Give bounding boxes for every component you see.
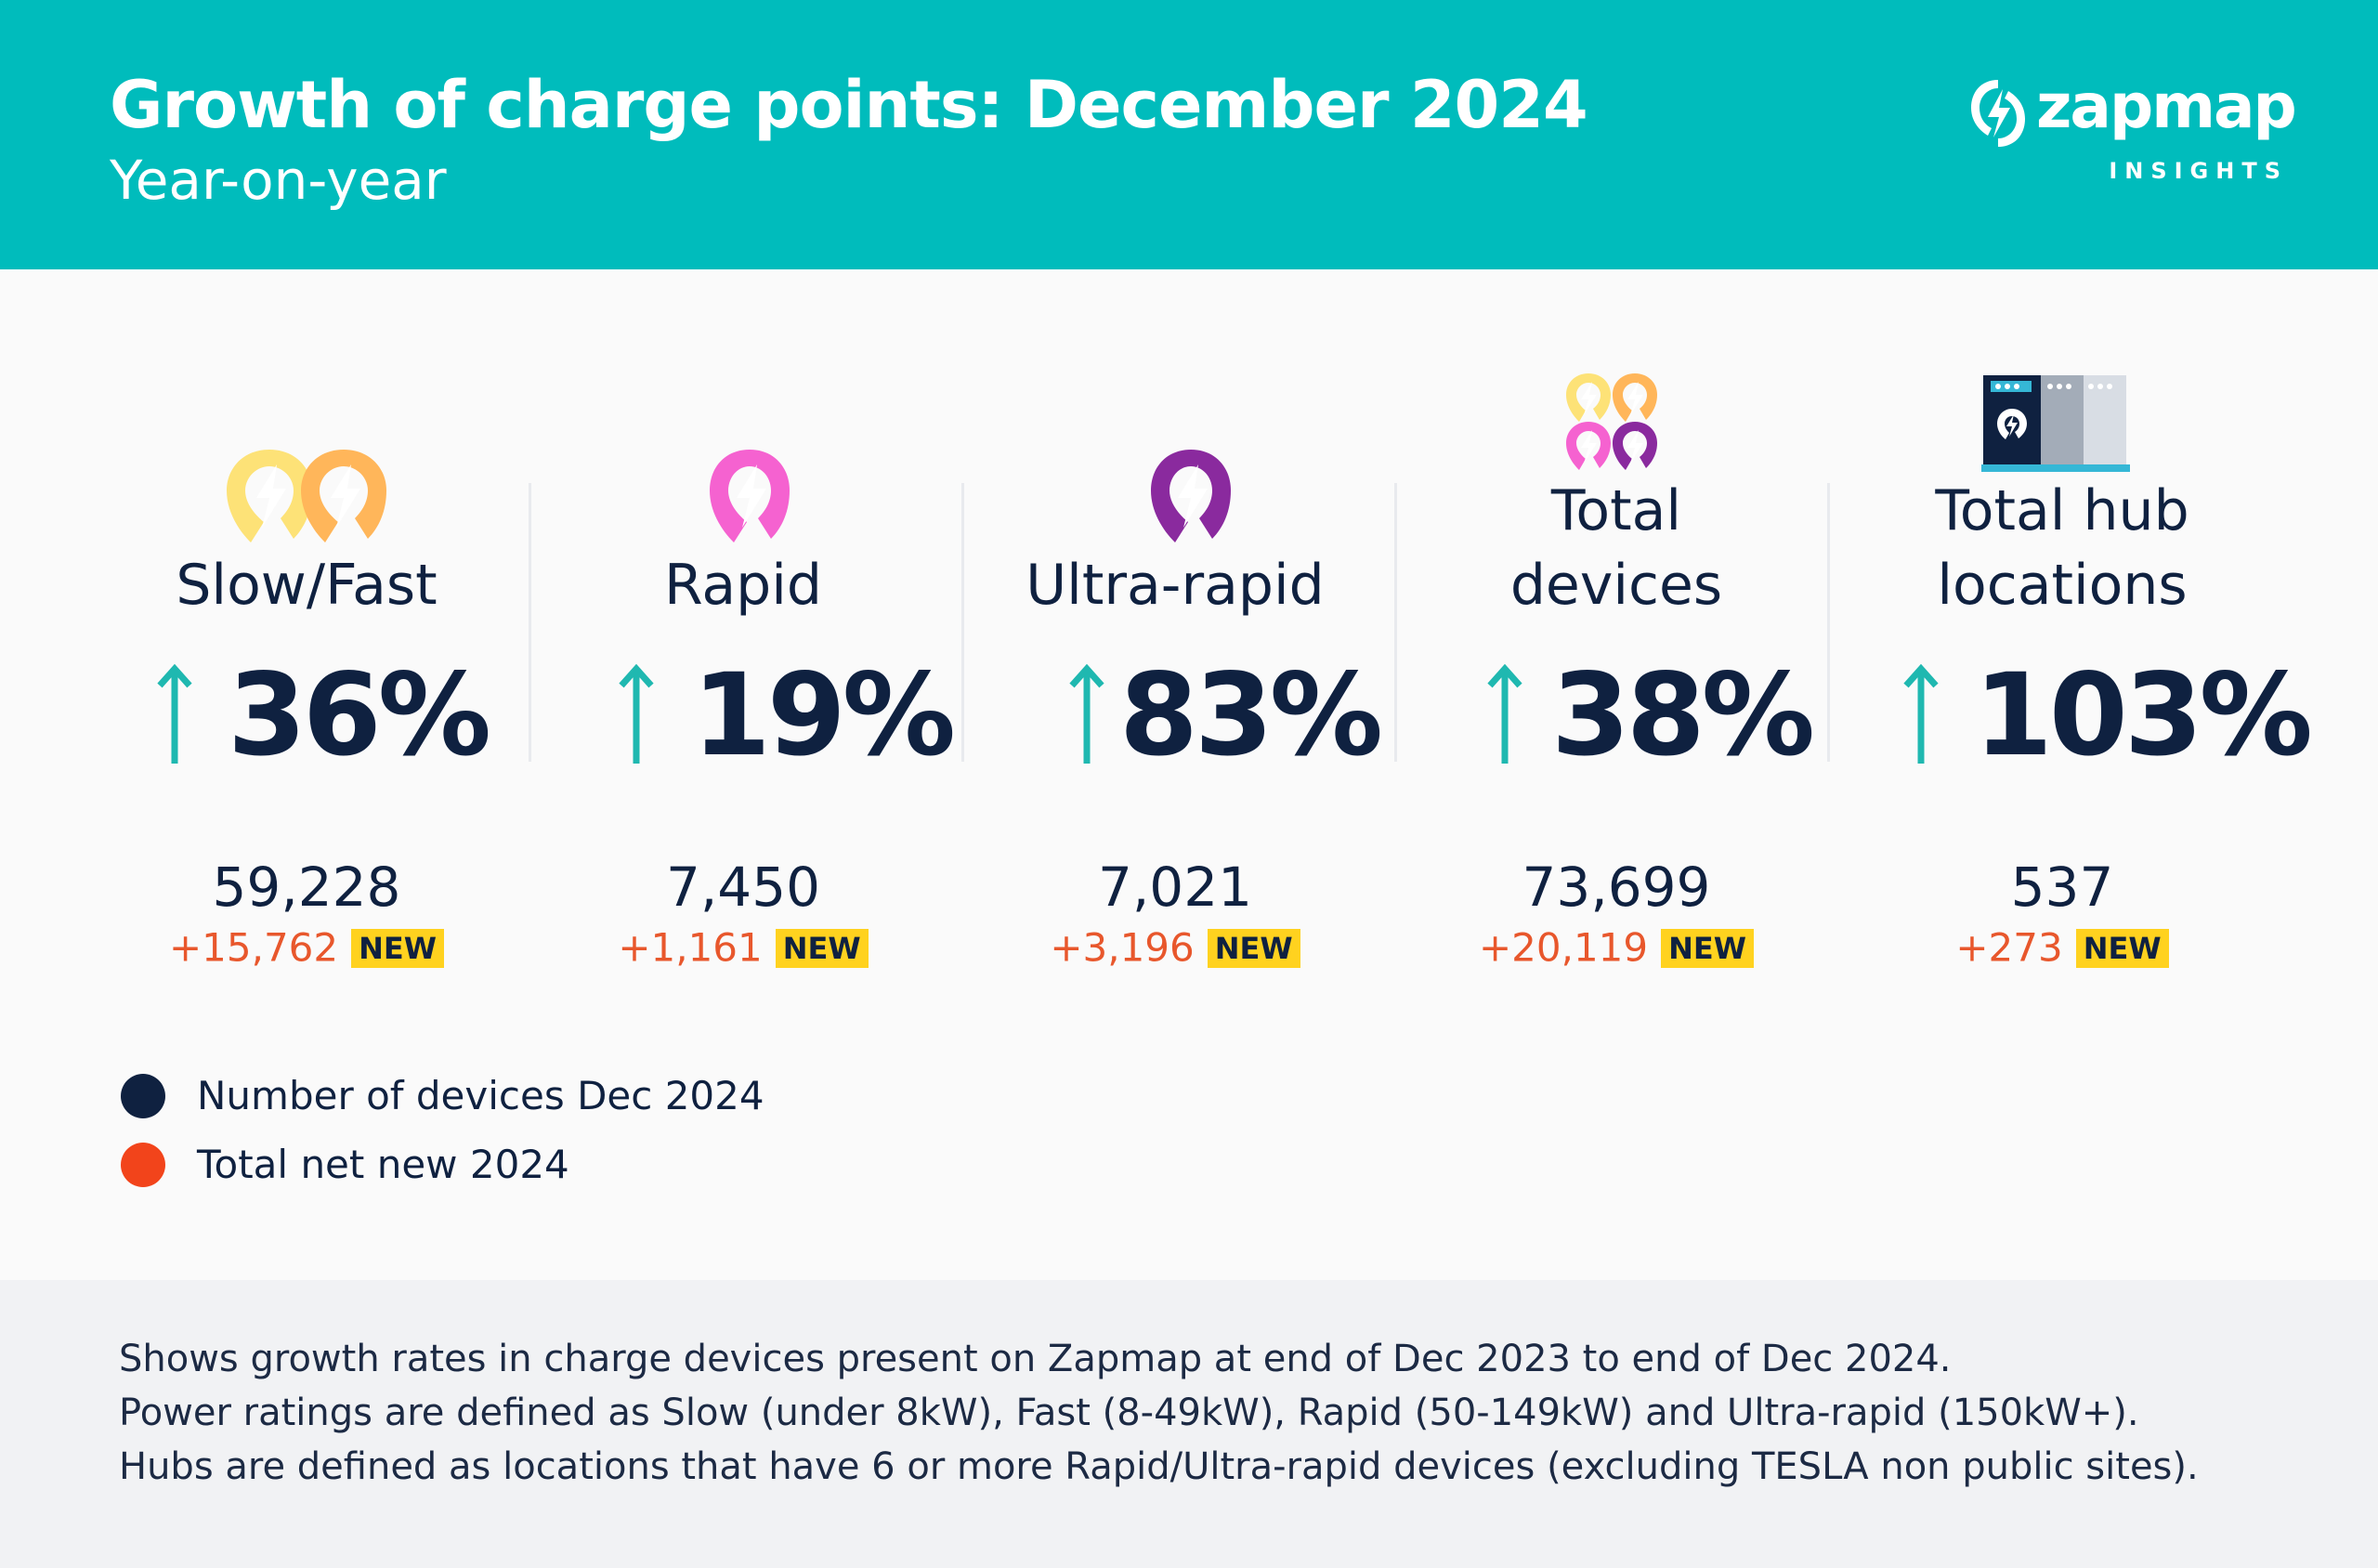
- category-label-line2: devices: [1509, 553, 1723, 618]
- stats-panel: Slow/Fast 36% 59,228 +15,762 NEW Rapid: [0, 269, 2378, 1280]
- stat-column-slow-fast: Slow/Fast 36% 59,228 +15,762 NEW: [93, 269, 520, 994]
- stat-column-rapid: Rapid 19% 7,450 +1,161 NEW: [539, 269, 956, 994]
- bolt-logo-icon: [1971, 80, 2025, 147]
- page-title: Growth of charge points: December 2024: [110, 67, 1588, 143]
- growth-rate: 19%: [539, 650, 956, 780]
- category-label-line1: Total: [1550, 478, 1682, 543]
- header-banner: Growth of charge points: December 2024 Y…: [0, 0, 2378, 269]
- net-new-row: +3,196 NEW: [896, 924, 1454, 972]
- arrow-up-icon: [1487, 663, 1522, 764]
- net-new-count: +273: [1955, 924, 2063, 971]
- footnotes-panel: Shows growth rates in charge devices pre…: [0, 1280, 2378, 1568]
- column-divider: [529, 483, 531, 762]
- zapmap-logo: zapmap INSIGHTS: [1967, 71, 2297, 188]
- category-label: Rapid: [664, 553, 822, 618]
- new-badge: NEW: [351, 928, 445, 968]
- growth-rate: 38%: [1403, 650, 1830, 780]
- logo-wordmark: zapmap: [2036, 71, 2297, 142]
- growth-percent: 19%: [692, 649, 956, 781]
- growth-rate: 36%: [93, 650, 520, 780]
- arrow-up-icon: [1903, 663, 1939, 764]
- growth-percent: 83%: [1119, 649, 1383, 781]
- new-badge: NEW: [1661, 928, 1755, 968]
- legend-dot-orange: [121, 1143, 165, 1187]
- net-new-count: +20,119: [1478, 924, 1649, 971]
- stat-column-ultra-rapid: Ultra-rapid 83% 7,021 +3,196 NEW: [971, 269, 1454, 994]
- category-label-line2: locations: [1937, 553, 2188, 618]
- column-divider: [961, 483, 964, 762]
- arrow-up-icon: [1069, 663, 1104, 764]
- footnote-line: Hubs are defined as locations that have …: [119, 1445, 2199, 1488]
- ultra-rapid-charge-icon: [971, 269, 1454, 542]
- legend-label: Total net new 2024: [197, 1142, 569, 1187]
- stat-column-hub-locations: Total hub locations 103% 537 +273 NEW: [1835, 269, 2313, 994]
- net-new-row: +15,762 NEW: [93, 924, 520, 972]
- net-new-count: +3,196: [1050, 924, 1195, 971]
- net-new-row: +1,161 NEW: [539, 924, 947, 972]
- rapid-charge-icon: [539, 269, 947, 542]
- footnote-line: Power ratings are defined as Slow (under…: [119, 1392, 2139, 1434]
- new-badge: NEW: [1207, 928, 1300, 968]
- stat-column-total-devices: Total devices 38% 73,699 +20,119 NEW: [1403, 269, 1830, 994]
- net-new-row: +20,119 NEW: [1403, 924, 1830, 972]
- device-count: 73,699: [1522, 856, 1711, 919]
- growth-rate: 103%: [1835, 650, 2313, 780]
- legend-label: Number of devices Dec 2024: [197, 1073, 764, 1118]
- new-badge: NEW: [775, 928, 869, 968]
- device-count: 59,228: [212, 856, 401, 919]
- charging-hub-icon: [1835, 269, 2290, 511]
- growth-percent: 36%: [228, 649, 491, 781]
- slow-fast-charge-icon: [93, 269, 520, 542]
- arrow-up-icon: [619, 663, 654, 764]
- device-count: 7,021: [1097, 856, 1253, 919]
- category-label-line1: Total hub: [1935, 478, 2189, 543]
- category-label: Slow/Fast: [176, 553, 438, 618]
- legend-dot-navy: [121, 1074, 165, 1118]
- growth-percent: 103%: [1974, 649, 2313, 781]
- net-new-row: +273 NEW: [1835, 924, 2290, 972]
- new-badge: NEW: [2075, 928, 2169, 968]
- growth-percent: 38%: [1551, 649, 1815, 781]
- category-label: Ultra-rapid: [1026, 553, 1325, 618]
- net-new-count: +15,762: [168, 924, 339, 971]
- logo-tagline: INSIGHTS: [2109, 158, 2288, 184]
- device-count: 7,450: [665, 856, 821, 919]
- arrow-up-icon: [157, 663, 192, 764]
- column-divider: [1827, 483, 1830, 762]
- growth-rate: 83%: [971, 650, 1454, 780]
- total-devices-icon: [1403, 269, 1830, 511]
- net-new-count: +1,161: [618, 924, 763, 971]
- column-divider: [1394, 483, 1397, 762]
- page-subtitle: Year-on-year: [110, 149, 447, 212]
- device-count: 537: [2010, 856, 2114, 919]
- footnote-line: Shows growth rates in charge devices pre…: [119, 1338, 1952, 1380]
